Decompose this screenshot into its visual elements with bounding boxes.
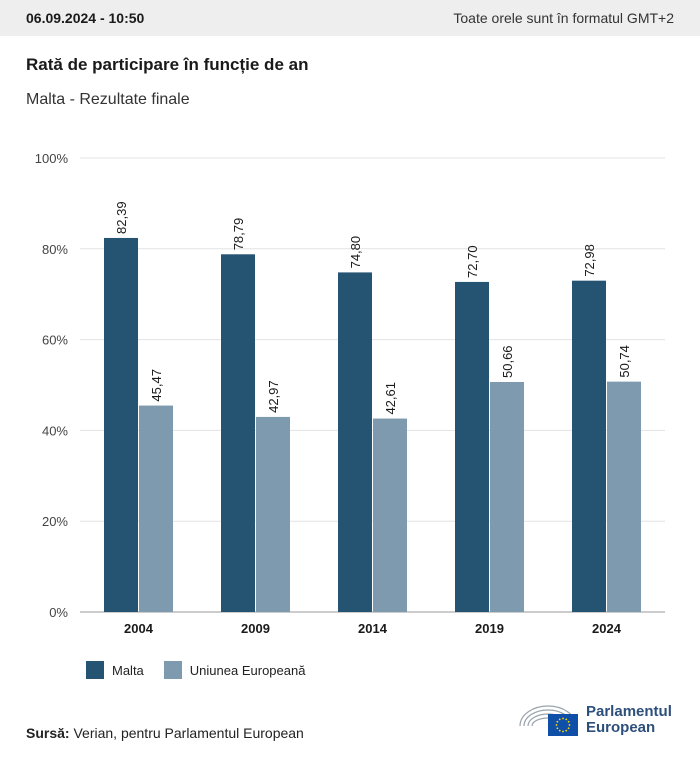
flag-star: [556, 720, 559, 723]
flag-star: [556, 727, 559, 730]
data-label: 82,39: [114, 201, 129, 234]
datetime: 06.09.2024 - 10:50: [26, 10, 145, 26]
chart-title: Rată de participare în funcție de an: [26, 55, 309, 74]
legend-item-eu: Uniunea Europeană: [163, 661, 306, 679]
source-label: Sursă:: [26, 725, 70, 741]
bar-eu: [256, 416, 290, 612]
data-label: 42,97: [266, 380, 281, 413]
x-tick-label: 2014: [358, 621, 388, 636]
y-tick-label: 80%: [42, 242, 68, 257]
logo-text: Parlamentul European: [586, 704, 672, 736]
bar-malta: [221, 254, 255, 612]
bar-eu: [607, 381, 641, 612]
data-label: 72,98: [582, 244, 597, 277]
flag-star: [562, 730, 564, 733]
timezone-note: Toate orele sunt în formatul GMT+2: [453, 10, 674, 26]
bar-malta: [338, 272, 372, 612]
data-label: 50,74: [617, 345, 632, 378]
x-tick-label: 2024: [592, 621, 622, 636]
x-tick-label: 2019: [475, 621, 504, 636]
data-label: 42,61: [383, 382, 398, 415]
chart-subtitle: Malta - Rezultate finale: [26, 91, 190, 108]
legend-swatch-eu: [163, 661, 182, 679]
y-tick-label: 60%: [42, 333, 68, 348]
y-tick-label: 20%: [42, 514, 68, 529]
data-label: 50,66: [500, 345, 515, 378]
data-label: 74,80: [348, 236, 363, 269]
legend-label-eu: Uniunea Europeană: [189, 662, 306, 678]
y-tick-label: 40%: [42, 423, 68, 438]
flag-star: [558, 729, 561, 732]
european-parliament-logo: Parlamentul European: [516, 700, 672, 740]
flag-star: [555, 724, 558, 726]
bar-eu: [490, 382, 524, 612]
y-tick-label: 100%: [35, 151, 69, 166]
logo-line-1: Parlamentul: [586, 703, 672, 720]
bar-eu: [373, 418, 407, 612]
y-tick-label: 0%: [49, 605, 68, 620]
legend-swatch-malta: [86, 661, 104, 679]
flag-star: [567, 727, 570, 730]
bar-malta: [104, 237, 138, 612]
flag-star: [565, 718, 568, 721]
bar-malta: [572, 280, 606, 612]
data-label: 78,79: [231, 218, 246, 251]
flag-star: [562, 717, 564, 720]
x-tick-label: 2009: [241, 621, 270, 636]
bar-chart: 0% 20% 40% 60% 80% 100% 82,39 45,47 2004 78,79 42,…: [35, 151, 665, 636]
logo-line-2: European: [586, 719, 656, 736]
data-label: 72,70: [465, 245, 480, 278]
hemicycle-flag-icon: [519, 705, 578, 736]
flag-star: [567, 720, 570, 723]
legend: Malta Uniunea Europeană: [86, 661, 315, 679]
legend-item-malta: Malta: [86, 661, 144, 679]
flag-star: [558, 718, 561, 721]
bar-eu: [139, 405, 173, 612]
legend-label-malta: Malta: [112, 662, 144, 678]
flag-star: [568, 724, 571, 726]
flag-star: [565, 729, 568, 732]
source-note: Sursă: Verian, pentru Parlamentul Europe…: [26, 725, 304, 741]
source-text: Verian, pentru Parlamentul European: [69, 725, 304, 741]
top-bar: 06.09.2024 - 10:50 Toate orele sunt în f…: [0, 0, 700, 36]
data-label: 45,47: [149, 369, 164, 402]
x-tick-label: 2004: [124, 621, 154, 636]
bar-malta: [455, 281, 489, 612]
